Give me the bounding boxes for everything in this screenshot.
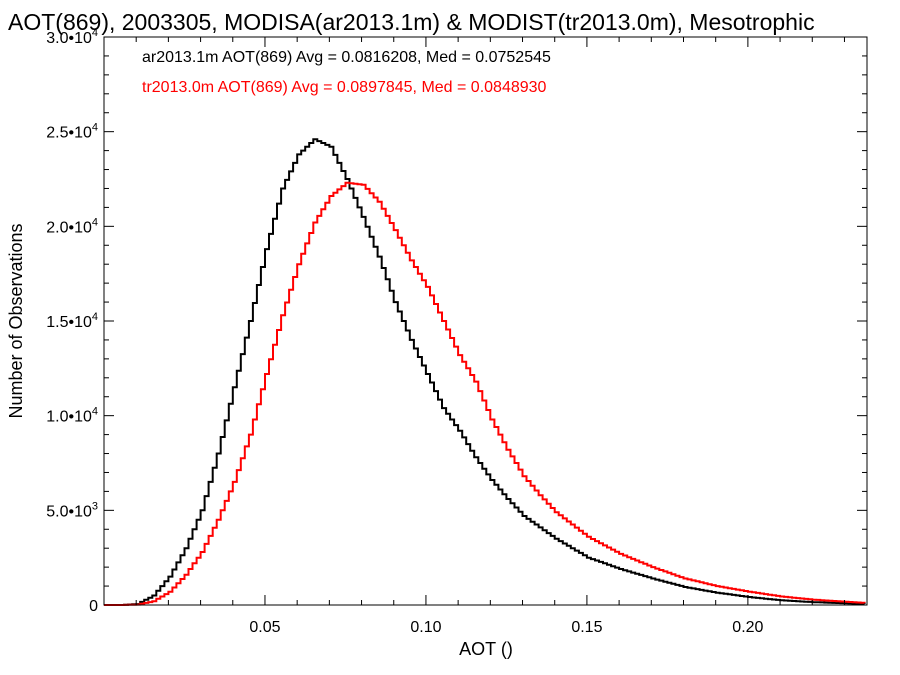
x-tick-label: 0.15 [571,619,602,636]
x-axis-ticks: 0.05 0.10 0.15 0.20 [135,37,845,636]
x-tick-label: 0.10 [410,619,441,636]
y-tick-label: 2.0•104 [46,216,98,236]
y-tick-label: 1.0•104 [46,406,98,426]
y-axis-label: Number of Observations [6,223,26,418]
y-tick-label: 5.0•103 [46,500,98,520]
y-tick-label: 1.5•104 [46,311,98,331]
x-axis-label: AOT () [459,639,513,659]
series-line-0 [104,138,866,606]
y-tick-label: 0 [89,598,98,615]
x-tick-label: 0.05 [249,619,280,636]
legend-entry-tr2013: tr2013.0m AOT(869) Avg = 0.0897845, Med … [142,79,547,96]
y-tick-label: 2.5•104 [46,122,98,142]
x-tick-label: 0.20 [732,619,763,636]
series-lines [104,138,866,606]
chart-title: AOT(869), 2003305, MODISA(ar2013.1m) & M… [8,9,815,35]
y-tick-label: 3.0•104 [46,27,98,47]
y-axis-ticks: 0 5.0•103 1.0•104 1.5•104 2.0•104 2.5•104 3.0•… [46,27,867,615]
series-line-1 [104,181,866,606]
legend-entry-ar2013: ar2013.1m AOT(869) Avg = 0.0816208, Med … [142,49,551,66]
